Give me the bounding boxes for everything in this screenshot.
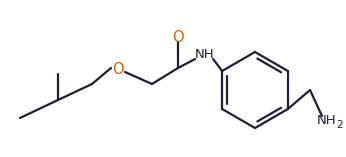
Text: NH: NH (194, 49, 214, 62)
Text: O: O (172, 30, 184, 44)
Text: O: O (112, 62, 124, 78)
Text: 2: 2 (337, 120, 343, 130)
Text: NH: NH (317, 114, 337, 127)
